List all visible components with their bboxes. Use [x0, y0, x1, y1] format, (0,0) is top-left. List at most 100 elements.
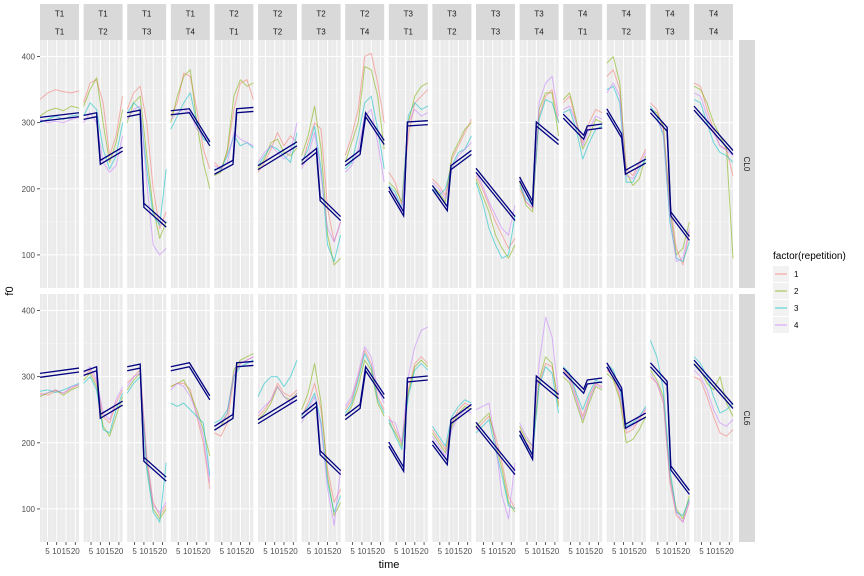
col-strip-bottom-label: T4 [360, 28, 370, 37]
x-axis-title: time [379, 559, 400, 571]
x-tick-label: 20 [725, 547, 734, 556]
facet-panel [649, 40, 690, 288]
col-strip-bottom-label: T1 [55, 28, 65, 37]
col-strip-bottom-label: T4 [186, 28, 196, 37]
col-strip-top [519, 4, 559, 22]
col-strip-bottom [345, 22, 385, 40]
series-line-rep-3 [693, 99, 734, 163]
facet-panel [344, 294, 385, 542]
col-strip-bottom [40, 22, 79, 40]
col-strip-bottom-label: T2 [447, 28, 457, 37]
x-tick-label: 15 [672, 547, 681, 556]
fit-line [562, 113, 603, 137]
panel-background [432, 40, 472, 288]
x-tick-label: 10 [619, 547, 628, 556]
col-strip-top [606, 4, 646, 22]
series-line-rep-2 [170, 69, 211, 189]
fit-line [127, 363, 167, 478]
x-tick-label: 10 [139, 547, 148, 556]
col-strip-top [40, 4, 79, 22]
series-line-rep-3 [257, 359, 298, 397]
col-strip-bottom-label: T2 [98, 28, 108, 37]
series-line-rep-2 [83, 77, 124, 163]
fit-line [127, 109, 167, 224]
x-tick-label: 10 [532, 547, 541, 556]
fit-line [301, 147, 342, 218]
series-line-rep-4 [214, 356, 254, 427]
series-line-rep-3 [649, 340, 690, 517]
panel-background [214, 294, 254, 542]
x-tick-label: 15 [192, 547, 201, 556]
legend-keys: 1 2 3 4 [773, 266, 799, 333]
facet-panel [170, 40, 211, 288]
x-tick-label: 5 [394, 547, 399, 556]
col-strip-bottom [388, 22, 428, 40]
col-strip-top [388, 4, 428, 22]
series-line-rep-4 [170, 382, 211, 483]
facet-panel [606, 294, 647, 542]
x-tick-label: 10 [401, 547, 410, 556]
fit-line [83, 365, 123, 416]
row-strips: CL0 CL6 [739, 40, 755, 542]
fit-line [257, 395, 298, 421]
series-line-rep-3 [83, 102, 124, 170]
col-strip-bottom [519, 22, 559, 40]
series-line-rep-1 [475, 415, 516, 510]
fit-line [83, 111, 123, 162]
series-line-rep-2 [693, 85, 734, 259]
x-tick-label: 10 [663, 547, 672, 556]
col-strip-bottom [606, 22, 646, 40]
x-tick-label: 20 [638, 547, 647, 556]
row-strip-label: CL6 [742, 411, 751, 426]
fit-line [170, 108, 211, 143]
col-strip-top-label: T4 [665, 10, 675, 19]
y-tick-label: 300 [22, 373, 36, 382]
facet-panel [83, 294, 124, 542]
x-tick-label: 5 [176, 547, 181, 556]
x-tick-label: 20 [158, 547, 167, 556]
series-line-rep-3 [170, 92, 211, 143]
fit-line [693, 105, 734, 151]
col-strip-bottom [170, 22, 210, 40]
col-strip-bottom-label: T2 [622, 28, 632, 37]
series-line-rep-1 [344, 349, 385, 411]
facet-panel [519, 294, 560, 542]
panel-background [40, 40, 79, 288]
series-line-rep-3 [388, 362, 429, 450]
legend-title: factor(repetition) [773, 251, 846, 262]
facet-panel [519, 40, 560, 288]
x-tick-label: 15 [716, 547, 725, 556]
fit-line [519, 374, 560, 458]
fit-line [519, 120, 560, 204]
legend-entry-label: 1 [794, 270, 799, 279]
panel-background [388, 40, 428, 288]
col-strip-top-label: T2 [229, 10, 239, 19]
x-tick-label: 10 [183, 547, 192, 556]
series-line-rep-2 [606, 373, 647, 444]
col-strip-bottom [650, 22, 690, 40]
series-line-rep-2 [562, 92, 603, 150]
series-line-rep-3 [39, 114, 80, 124]
x-tick-label: 20 [594, 547, 603, 556]
facet-panel [693, 294, 734, 542]
x-tick-label: 20 [114, 547, 123, 556]
x-tick-label: 5 [438, 547, 443, 556]
col-strip-bottom [476, 22, 515, 40]
fit-line [388, 375, 428, 470]
col-strip-top-label: T1 [55, 10, 65, 19]
series-line-rep-3 [170, 402, 211, 476]
fit-line [475, 425, 516, 475]
x-tick-label: 20 [332, 547, 341, 556]
x-tick-label: 5 [350, 547, 355, 556]
col-strip-bottom-label: T3 [665, 28, 675, 37]
series-line-rep-4 [39, 116, 80, 124]
col-strip-bottom [127, 22, 167, 40]
series-line-rep-1 [170, 72, 211, 170]
x-tick-label: 5 [612, 547, 617, 556]
series-line-rep-2 [432, 122, 472, 203]
series-line-rep-4 [126, 105, 167, 256]
series-line-rep-4 [519, 316, 560, 447]
facet-panel [562, 40, 603, 288]
fit-line [170, 366, 211, 401]
